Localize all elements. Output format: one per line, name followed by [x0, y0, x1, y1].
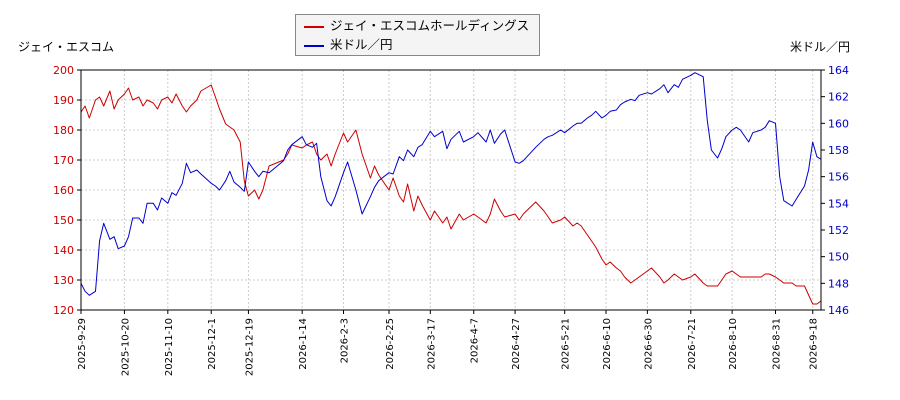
x-tick-label: 2025-12-1: [207, 318, 218, 370]
left-axis-label: ジェイ・エスコム: [18, 40, 115, 54]
legend-label-escom: ジェイ・エスコムホールディングス: [330, 18, 530, 33]
x-tick-label: 2026-7-21: [687, 318, 698, 370]
right-tick-label: 150: [828, 251, 849, 264]
right-tick-label: 154: [828, 197, 849, 210]
right-tick-label: 148: [828, 277, 849, 290]
left-tick-label: 120: [53, 304, 74, 317]
x-axis: 2025-9-29 2025-10-20 2025-11-10 2025-12-1 20…: [77, 310, 820, 376]
x-tick-label: 2026-4-7: [470, 318, 481, 363]
legend-item-escom: ジェイ・エスコムホールディングス: [304, 17, 529, 35]
x-tick-label: 2026-4-27: [511, 318, 522, 370]
right-tick-label: 152: [828, 224, 849, 237]
x-tick-label: 2026-2-25: [385, 318, 396, 370]
x-tick-label: 2025-9-29: [77, 318, 88, 370]
x-tick-label: 2026-6-30: [643, 318, 654, 370]
x-tick-label: 2026-8-31: [772, 318, 783, 370]
right-tick-label: 156: [828, 171, 849, 184]
left-tick-label: 140: [53, 244, 74, 257]
right-tick-label: 146: [828, 304, 849, 317]
x-tick-label: 2025-11-10: [164, 318, 175, 376]
right-tick-label: 160: [828, 117, 849, 130]
right-axis-label: 米ドル／円: [790, 40, 851, 54]
left-tick-label: 180: [53, 124, 74, 137]
x-tick-label: 2026-3-17: [426, 318, 437, 370]
legend-swatch-usdjpy: [304, 44, 324, 47]
right-tick-label: 164: [828, 64, 849, 77]
x-tick-label: 2026-5-21: [561, 318, 572, 370]
series-line-escom: [80, 84, 822, 305]
legend-swatch-escom: [304, 25, 324, 28]
gridlines: [80, 69, 821, 311]
x-tick-label: 2026-2-3: [340, 318, 351, 363]
left-tick-label: 170: [53, 154, 74, 167]
x-tick-label: 2025-12-19: [244, 318, 255, 376]
legend-label-usdjpy: 米ドル／円: [330, 37, 393, 52]
left-axis: 120 130 140 150 160 170 180 190 200: [53, 64, 81, 317]
left-tick-label: 190: [53, 94, 74, 107]
legend: ジェイ・エスコムホールディングス 米ドル／円: [295, 14, 540, 56]
x-tick-label: 2026-9-18: [809, 318, 820, 370]
series-line-usdjpy: [80, 72, 822, 296]
left-tick-label: 130: [53, 274, 74, 287]
left-tick-label: 160: [53, 184, 74, 197]
left-tick-label: 200: [53, 64, 74, 77]
x-tick-label: 2025-10-20: [120, 318, 131, 376]
right-tick-label: 162: [828, 91, 849, 104]
right-axis: 146 148 150 152 154 156 158 160 162 164: [821, 64, 849, 317]
left-tick-label: 150: [53, 214, 74, 227]
right-tick-label: 158: [828, 144, 849, 157]
x-tick-label: 2026-6-10: [602, 318, 613, 370]
series-layer: [80, 72, 822, 305]
legend-item-usdjpy: 米ドル／円: [304, 36, 393, 54]
x-tick-label: 2026-8-10: [728, 318, 739, 370]
x-tick-label: 2026-1-14: [298, 318, 309, 370]
